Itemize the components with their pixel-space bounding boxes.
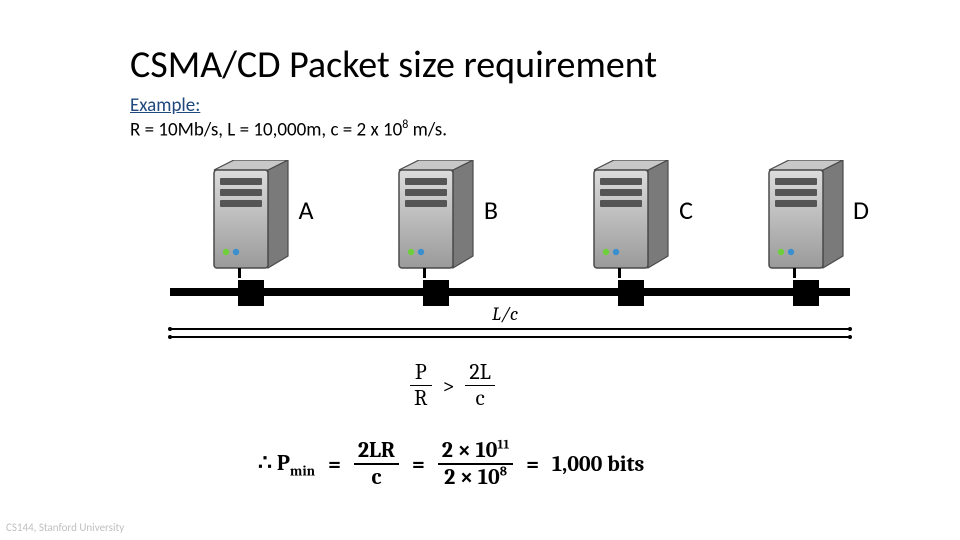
bus-tap-b xyxy=(423,280,449,306)
bus-tap-a xyxy=(238,280,264,306)
bus-tap-d xyxy=(793,280,819,306)
server-node-d xyxy=(765,160,851,278)
server-node-c xyxy=(590,160,676,278)
bus-tap-c xyxy=(618,280,644,306)
timeline-return xyxy=(170,336,850,338)
pmin-derivation: ∴ Pmin = 2LRc = 2 × 10112 × 108 = 1,000 … xyxy=(258,438,644,491)
server-node-b xyxy=(395,160,481,278)
bus-line xyxy=(170,288,850,296)
slide-title: CSMA/CD Packet size requirement xyxy=(130,42,657,88)
example-label: Example: xyxy=(130,94,200,117)
node-label-d: D xyxy=(849,194,873,226)
propagation-delay-label: L/c xyxy=(492,303,518,325)
footer-attribution: CS144, Stanford University xyxy=(6,521,124,534)
node-label-c: C xyxy=(674,194,698,226)
example-values: R = 10Mb/s, L = 10,000m, c = 2 x 108 m/s… xyxy=(130,118,447,141)
network-diagram: A B xyxy=(170,160,850,330)
node-label-b: B xyxy=(479,194,503,226)
server-node-a xyxy=(210,160,296,278)
timeline-forward xyxy=(170,328,850,330)
node-label-a: A xyxy=(294,194,318,226)
inequality-formula: PR > 2Lc xyxy=(410,360,495,412)
